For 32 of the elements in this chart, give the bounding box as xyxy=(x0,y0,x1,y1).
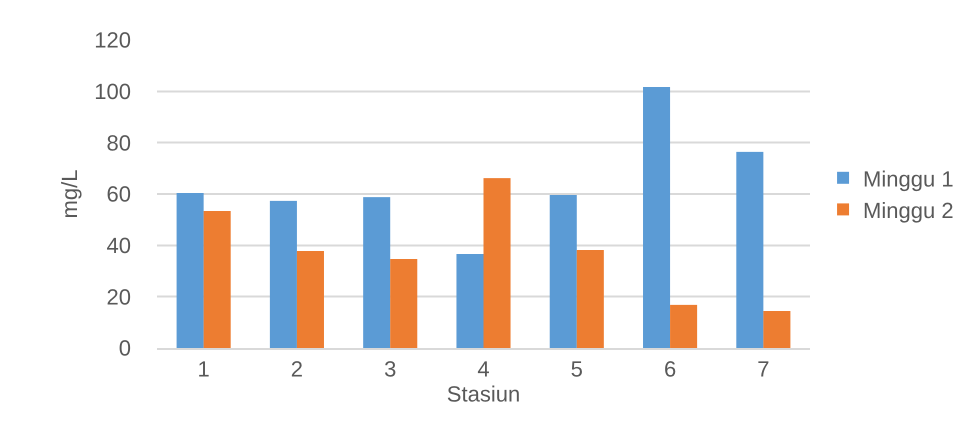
legend-label: Minggu 1 xyxy=(863,166,954,192)
bar xyxy=(296,250,324,348)
x-tick-label: 3 xyxy=(384,356,396,382)
x-axis-title: Stasiun xyxy=(446,381,520,406)
x-tick-label: 4 xyxy=(477,356,490,382)
legend-label: Minggu 2 xyxy=(863,198,954,223)
bar xyxy=(550,195,577,348)
bar xyxy=(456,254,484,348)
y-tick-label: 120 xyxy=(94,28,131,53)
bar xyxy=(270,200,297,348)
bar xyxy=(576,250,604,348)
y-axis-title: mg/L xyxy=(57,170,82,218)
y-tick-label: 80 xyxy=(106,130,131,156)
bar xyxy=(204,210,231,348)
y-tick-label: 100 xyxy=(94,79,131,104)
y-tick-label: 40 xyxy=(106,233,131,258)
bar xyxy=(643,86,670,348)
x-tick-label: 6 xyxy=(664,356,676,382)
bar xyxy=(763,311,790,348)
bar xyxy=(484,178,511,348)
bar xyxy=(176,192,204,348)
y-tick-label: 20 xyxy=(106,284,131,310)
x-tick-label: 1 xyxy=(198,356,210,382)
x-tick-label: 7 xyxy=(757,356,770,382)
bar xyxy=(670,304,698,348)
y-tick-label: 60 xyxy=(106,182,131,207)
bar xyxy=(736,152,764,348)
x-tick-label: 5 xyxy=(570,356,583,382)
x-tick-label: 2 xyxy=(290,356,304,382)
bar xyxy=(390,258,418,348)
y-tick-label: 0 xyxy=(118,336,131,361)
bar xyxy=(363,197,390,348)
